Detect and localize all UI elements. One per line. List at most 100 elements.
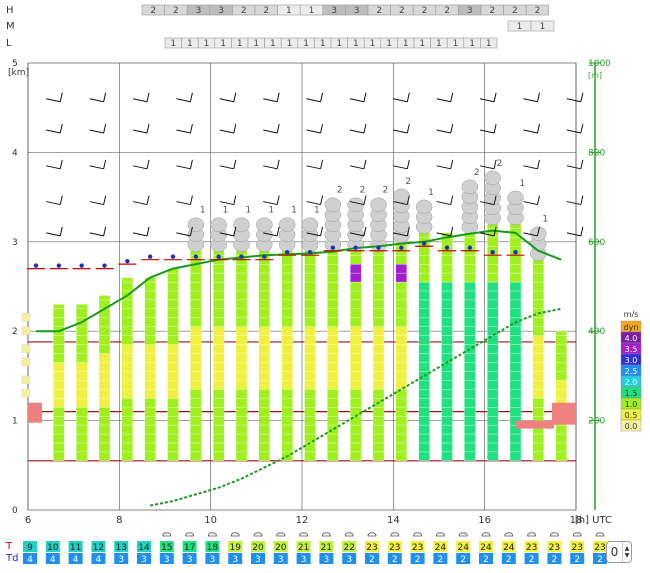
- updraft-cell: [487, 344, 499, 354]
- updraft-cell: [418, 308, 430, 318]
- updraft-cell: [464, 299, 476, 310]
- updraft-cell: [144, 380, 156, 390]
- updraft-cell: [304, 424, 316, 435]
- updraft-cell: [98, 442, 111, 453]
- legend-swatch: [620, 419, 642, 432]
- updraft-cell: [281, 255, 293, 265]
- y-unit-label: [km]: [8, 68, 29, 78]
- cloud-cell-H: [525, 4, 550, 16]
- updraft-cell: [372, 308, 385, 318]
- updraft-cell: [167, 389, 179, 399]
- updraft-cell: [464, 380, 476, 390]
- cumulus-count-label: 2: [360, 186, 366, 196]
- cloud-glyph-icon: [390, 532, 400, 537]
- stepper-up-icon[interactable]: ▲: [624, 545, 630, 552]
- cloud-glyph-icon: [253, 532, 263, 537]
- td-value: 3: [210, 555, 216, 565]
- updraft-cell: [235, 290, 248, 301]
- updraft-cell: [327, 415, 339, 426]
- updraft-cell: [372, 353, 385, 363]
- updraft-cell: [509, 335, 522, 345]
- top-marker-dot: [79, 263, 84, 268]
- td-value: 2: [438, 555, 444, 565]
- updraft-cell: [487, 353, 499, 363]
- cloud-cell-label: 1: [237, 39, 243, 49]
- wind-barb: [393, 92, 410, 103]
- updraft-cell: [441, 299, 453, 310]
- updraft-cell: [53, 344, 65, 354]
- updraft-cell: [98, 380, 111, 390]
- y-tick-label: 5: [12, 59, 18, 69]
- cloud-cell-label: 1: [187, 39, 193, 49]
- updraft-cell: [487, 451, 499, 461]
- updraft-cell: [281, 407, 293, 417]
- updraft-cell: [76, 407, 88, 417]
- t-cell: [228, 541, 243, 552]
- updraft-cell: [509, 442, 522, 453]
- wind-barb: [349, 159, 367, 170]
- cloud-cell-label: 2: [422, 6, 428, 16]
- updraft-cell: [509, 237, 522, 247]
- td-cell: [547, 553, 562, 564]
- updraft-cell: [281, 371, 293, 381]
- updraft-cell: [144, 326, 156, 336]
- wind-barb: [566, 159, 584, 170]
- cumulus-count-label: 2: [337, 186, 343, 196]
- legend-label: 0.5: [625, 411, 638, 420]
- stepper-down-icon[interactable]: ▼: [624, 552, 630, 559]
- updraft-cell: [372, 362, 385, 372]
- top-marker-dot: [284, 250, 290, 255]
- updraft-cell: [441, 371, 453, 381]
- updraft-cell: [235, 272, 248, 283]
- updraft-cell: [121, 451, 133, 461]
- stepper-arrows[interactable]: ▲ ▼: [622, 542, 631, 562]
- updraft-cell: [53, 415, 65, 426]
- wind-barb: [89, 123, 107, 134]
- cumulus-bubble: [415, 199, 433, 215]
- updraft-cell: [98, 424, 111, 435]
- updraft-cell: [304, 326, 316, 336]
- updraft-cell: [53, 380, 65, 390]
- updraft-cell: [441, 344, 453, 354]
- updraft-cell: [509, 344, 522, 354]
- updraft-cell: [76, 371, 88, 381]
- legend-label: 4.0: [625, 334, 638, 343]
- cloud-glyph-icon: [481, 532, 491, 537]
- updraft-cell: [350, 255, 362, 265]
- updraft-cell: [258, 415, 270, 426]
- legend-title: m/s: [624, 310, 639, 319]
- td-value: 3: [346, 555, 352, 565]
- t-value: 15: [161, 543, 172, 553]
- updraft-cell: [76, 433, 88, 444]
- t-cell: [23, 541, 37, 552]
- t-value: 23: [389, 543, 400, 553]
- updraft-cell: [304, 335, 316, 345]
- updraft-cell: [441, 451, 453, 461]
- updraft-cell: [258, 290, 270, 301]
- updraft-cell: [121, 371, 133, 381]
- thermal-line: [149, 307, 562, 507]
- updraft-cell: [281, 442, 293, 453]
- top-marker-dot: [147, 254, 153, 259]
- wind-barb: [46, 195, 63, 206]
- updraft-cell: [464, 451, 476, 461]
- updraft-cell: [213, 398, 225, 408]
- updraft-cell: [213, 389, 225, 399]
- updraft-cell: [327, 451, 339, 461]
- updraft-cell: [418, 424, 430, 435]
- updraft-cell: [395, 335, 407, 345]
- td-cell: [251, 553, 265, 564]
- t-cell: [547, 541, 562, 552]
- updraft-cell: [395, 290, 407, 301]
- updraft-cell: [281, 299, 293, 310]
- t-value: 13: [115, 543, 126, 553]
- updraft-cell: [281, 335, 293, 345]
- cloud-cell-label: 2: [173, 6, 179, 16]
- updraft-cell: [350, 317, 362, 327]
- day-stepper[interactable]: 0 ▲ ▼: [606, 541, 632, 563]
- updraft-cell: [487, 272, 499, 283]
- updraft-cell: [532, 380, 544, 390]
- top-marker-dot: [467, 245, 473, 250]
- cloud-row-label-L: L: [6, 38, 12, 49]
- updraft-cell: [304, 299, 316, 310]
